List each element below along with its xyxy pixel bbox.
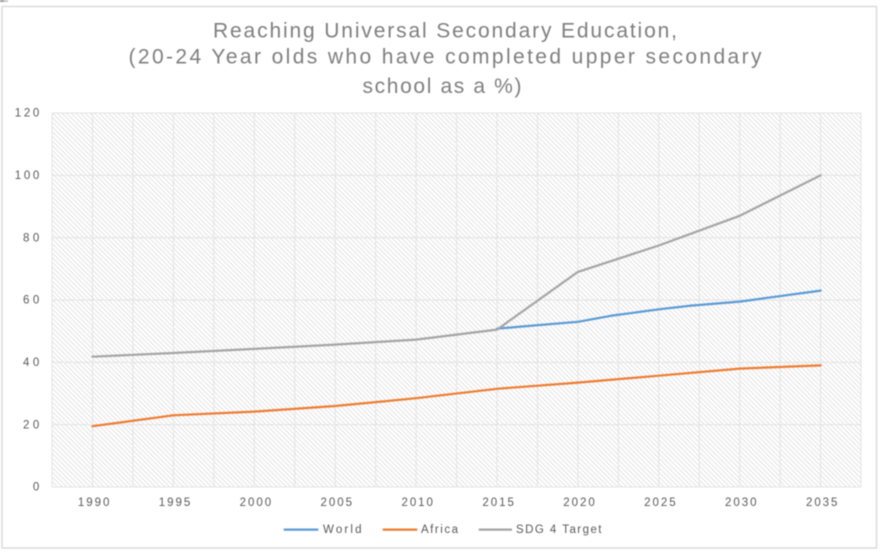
svg-text:SDG 4 Target: SDG 4 Target <box>516 524 602 536</box>
svg-text:2005: 2005 <box>321 497 353 509</box>
svg-text:2000: 2000 <box>240 497 272 509</box>
svg-text:Africa: Africa <box>421 524 459 536</box>
svg-text:0: 0 <box>33 482 39 494</box>
svg-text:2025: 2025 <box>644 497 676 509</box>
svg-text:2020: 2020 <box>563 497 595 509</box>
svg-text:2010: 2010 <box>401 497 433 509</box>
svg-text:120: 120 <box>15 108 40 120</box>
svg-text:2030: 2030 <box>725 497 757 509</box>
svg-text:2015: 2015 <box>482 497 513 509</box>
svg-text:100: 100 <box>15 170 40 182</box>
svg-text:school as a %): school as a %) <box>363 75 522 98</box>
svg-text:2035: 2035 <box>806 497 838 509</box>
svg-text:Reaching Universal Secondary E: Reaching Universal Secondary Education, <box>213 20 677 43</box>
svg-text:1990: 1990 <box>78 497 110 509</box>
svg-text:1995: 1995 <box>159 497 191 509</box>
svg-text:(20-24 Year olds who have comp: (20-24 Year olds who have completed uppe… <box>129 46 763 69</box>
